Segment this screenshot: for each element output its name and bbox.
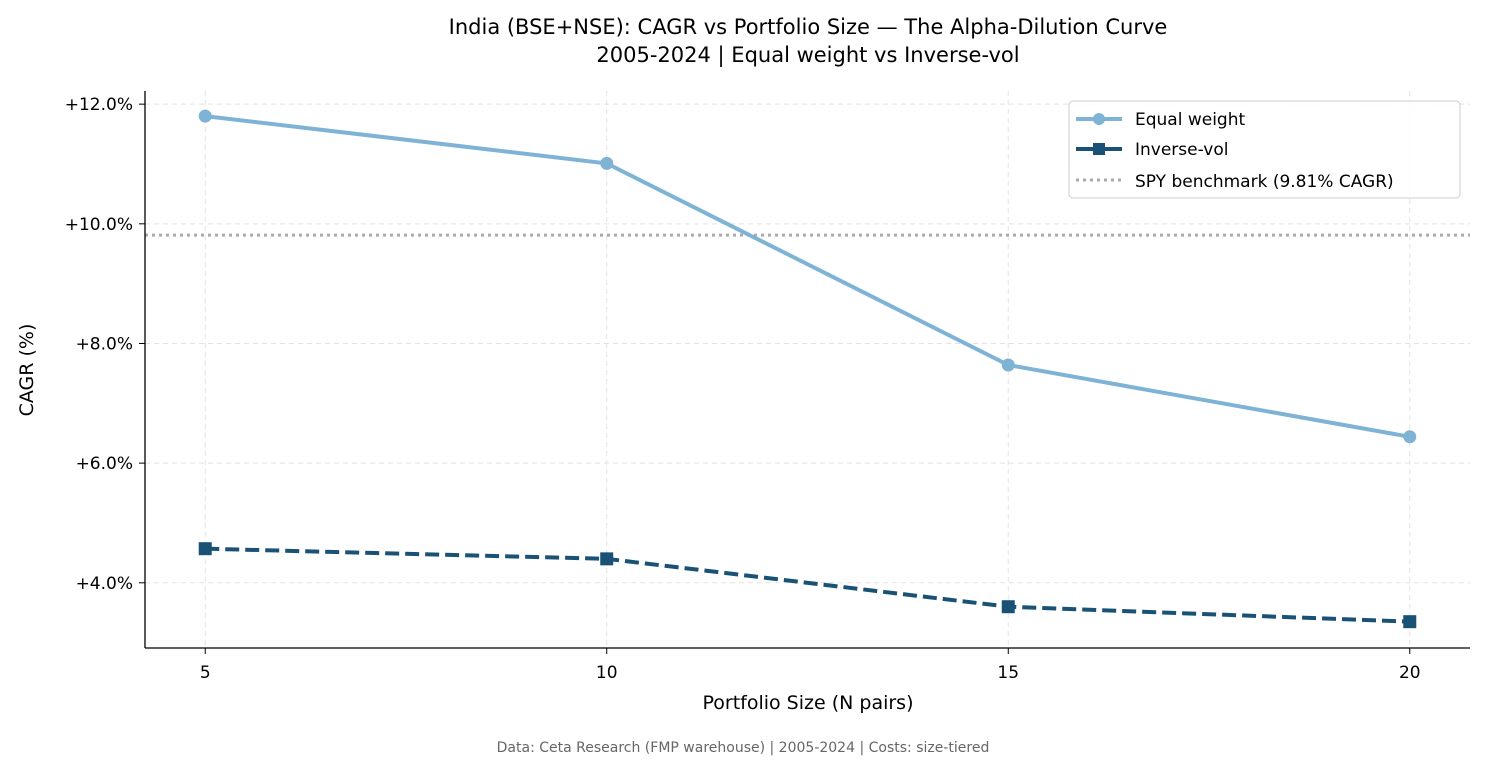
x-tick-label: 15 [997, 663, 1019, 683]
x-tick-label: 5 [200, 663, 211, 683]
data-point-equal-weight [1001, 358, 1015, 372]
legend-marker-equal-weight [1093, 113, 1105, 125]
data-point-inverse-vol [198, 542, 212, 556]
y-tick-label: +6.0% [76, 454, 133, 474]
data-point-equal-weight [600, 156, 614, 170]
footnote: Data: Ceta Research (FMP warehouse) | 20… [497, 740, 990, 756]
data-point-inverse-vol [1001, 600, 1015, 614]
chart-title: India (BSE+NSE): CAGR vs Portfolio Size … [449, 15, 1168, 39]
y-tick-label: +10.0% [65, 215, 133, 235]
x-tick-label: 10 [596, 663, 618, 683]
legend-marker-inverse-vol [1093, 143, 1105, 155]
y-axis-label: CAGR (%) [16, 324, 38, 417]
legend-label-inverse-vol: Inverse-vol [1135, 140, 1228, 160]
y-tick-label: +8.0% [76, 334, 133, 354]
legend-label-benchmark: SPY benchmark (9.81% CAGR) [1135, 172, 1394, 192]
data-point-equal-weight [1403, 430, 1417, 444]
series-line-equal-weight [204, 114, 1411, 439]
data-point-inverse-vol [600, 552, 614, 566]
y-tick-label: +4.0% [76, 574, 133, 594]
legend-label-equal-weight: Equal weight [1135, 110, 1246, 130]
x-tick-label: 20 [1399, 663, 1421, 683]
x-axis-label: Portfolio Size (N pairs) [702, 692, 913, 714]
series-line-inverse-vol [205, 546, 1410, 624]
data-point-equal-weight [198, 109, 212, 123]
y-tick-label: +12.0% [65, 95, 133, 115]
chart-subtitle: 2005-2024 | Equal weight vs Inverse-vol [596, 43, 1019, 68]
data-point-inverse-vol [1403, 615, 1417, 629]
legend: Equal weight Inverse-vol SPY benchmark (… [1068, 100, 1461, 199]
